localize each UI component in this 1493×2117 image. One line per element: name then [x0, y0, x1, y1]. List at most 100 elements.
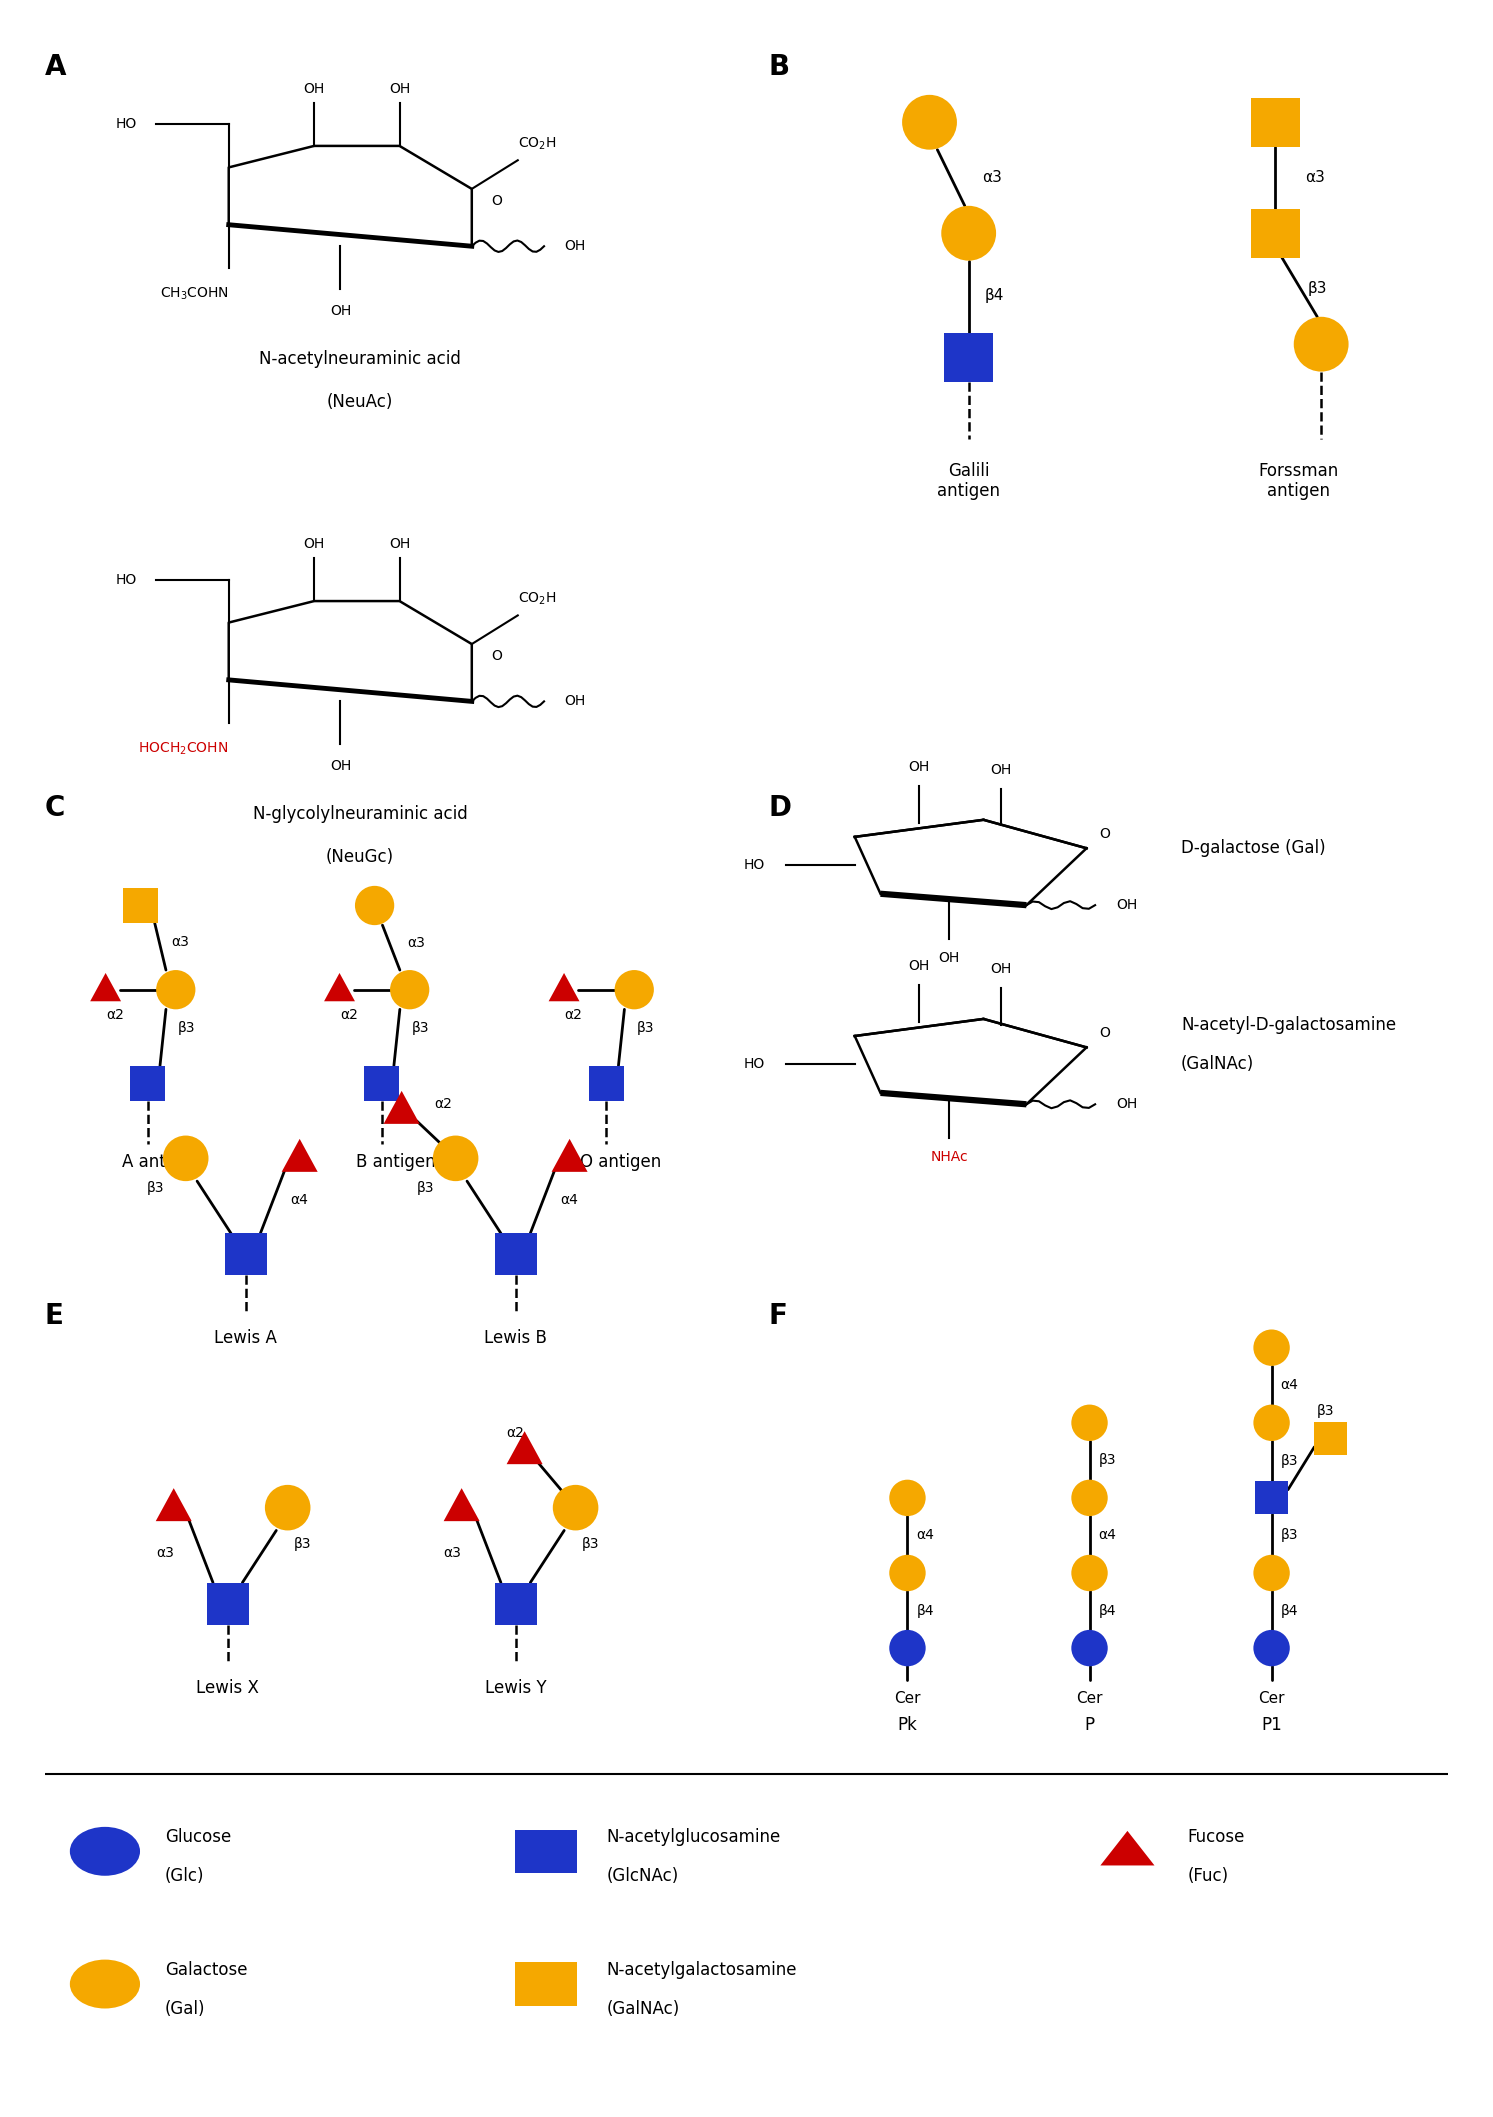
Text: Galactose: Galactose — [166, 1960, 248, 1979]
Text: Cer: Cer — [1076, 1691, 1103, 1706]
Text: C: C — [45, 794, 66, 821]
Polygon shape — [506, 1431, 542, 1465]
Circle shape — [1072, 1480, 1108, 1516]
Text: α4: α4 — [560, 1194, 578, 1207]
Text: α2: α2 — [506, 1425, 524, 1440]
Text: α3: α3 — [982, 169, 1002, 186]
Text: Glucose: Glucose — [166, 1829, 231, 1846]
Text: (GalNAc): (GalNAc) — [606, 1998, 679, 2018]
Text: α3: α3 — [408, 936, 426, 951]
Text: OH: OH — [330, 758, 351, 773]
Circle shape — [390, 970, 430, 1010]
Circle shape — [163, 1135, 209, 1181]
Circle shape — [1072, 1404, 1108, 1442]
Text: β3: β3 — [1281, 1454, 1299, 1469]
Text: NHAc: NHAc — [930, 1150, 967, 1164]
Bar — [206, 1584, 249, 1624]
Text: OH: OH — [1117, 898, 1138, 912]
Text: β3: β3 — [148, 1181, 164, 1196]
Circle shape — [1254, 1329, 1290, 1365]
Bar — [122, 887, 158, 923]
Circle shape — [1072, 1630, 1108, 1666]
Bar — [364, 1065, 399, 1101]
Bar — [1251, 210, 1300, 258]
Polygon shape — [443, 1488, 479, 1522]
Bar — [944, 332, 993, 381]
Text: O antigen: O antigen — [579, 1154, 661, 1171]
Text: Pk: Pk — [897, 1717, 917, 1734]
Text: D-galactose (Gal): D-galactose (Gal) — [1181, 838, 1326, 857]
Circle shape — [941, 205, 996, 260]
Text: E: E — [45, 1302, 64, 1329]
Text: OH: OH — [388, 83, 411, 95]
Text: OH: OH — [990, 762, 1011, 777]
Polygon shape — [155, 1488, 191, 1522]
Text: B: B — [769, 53, 790, 80]
Circle shape — [1294, 318, 1348, 373]
Text: CO$_2$H: CO$_2$H — [518, 135, 557, 152]
Text: O: O — [1099, 1027, 1111, 1039]
Text: D: D — [769, 794, 791, 821]
Text: Lewis Y: Lewis Y — [485, 1679, 546, 1696]
Circle shape — [902, 95, 957, 150]
Circle shape — [552, 1484, 599, 1531]
Bar — [515, 1962, 578, 2005]
Text: HOCH$_2$COHN: HOCH$_2$COHN — [139, 741, 228, 758]
Text: α3: α3 — [155, 1545, 173, 1560]
Text: β3: β3 — [1308, 282, 1327, 296]
Text: CO$_2$H: CO$_2$H — [518, 591, 557, 608]
Text: N-acetylglucosamine: N-acetylglucosamine — [606, 1829, 781, 1846]
Text: β3: β3 — [417, 1181, 434, 1196]
Circle shape — [433, 1135, 478, 1181]
Text: β3: β3 — [582, 1537, 599, 1550]
Text: A antigen: A antigen — [122, 1154, 202, 1171]
Text: β3: β3 — [412, 1020, 430, 1035]
Text: P: P — [1084, 1717, 1094, 1734]
Text: OH: OH — [909, 959, 930, 974]
Text: OH: OH — [1117, 1097, 1138, 1111]
Text: α2: α2 — [434, 1097, 452, 1111]
Polygon shape — [1100, 1831, 1154, 1865]
Text: β4: β4 — [985, 288, 1005, 303]
Text: A: A — [45, 53, 66, 80]
Text: OH: OH — [564, 239, 585, 254]
Text: α2: α2 — [340, 1008, 358, 1023]
Text: β4: β4 — [917, 1603, 935, 1617]
Text: N-acetylgalactosamine: N-acetylgalactosamine — [606, 1960, 797, 1979]
Text: α4: α4 — [1281, 1378, 1299, 1393]
Text: OH: OH — [909, 760, 930, 775]
Text: β4: β4 — [1099, 1603, 1117, 1617]
Text: F: F — [769, 1302, 788, 1329]
Circle shape — [890, 1630, 926, 1666]
Text: Cer: Cer — [1259, 1691, 1285, 1706]
Polygon shape — [282, 1139, 318, 1173]
Text: N-acetyl-D-galactosamine: N-acetyl-D-galactosamine — [1181, 1016, 1396, 1033]
Bar — [130, 1065, 166, 1101]
Text: α4: α4 — [291, 1194, 309, 1207]
Bar — [494, 1234, 536, 1274]
Text: O: O — [1099, 828, 1111, 840]
Bar — [588, 1065, 624, 1101]
Text: HO: HO — [115, 116, 137, 131]
Polygon shape — [548, 974, 579, 1001]
Circle shape — [615, 970, 654, 1010]
Bar — [515, 1829, 578, 1874]
Text: N-glycolylneuraminic acid: N-glycolylneuraminic acid — [252, 804, 467, 824]
Text: β4: β4 — [1281, 1603, 1299, 1617]
Circle shape — [890, 1480, 926, 1516]
Text: α4: α4 — [917, 1528, 935, 1543]
Circle shape — [70, 1827, 140, 1876]
Text: α2: α2 — [106, 1008, 124, 1023]
Text: β3: β3 — [178, 1020, 196, 1035]
Text: β3: β3 — [294, 1537, 311, 1550]
Circle shape — [264, 1484, 311, 1531]
Bar — [1251, 97, 1300, 146]
Text: Lewis A: Lewis A — [215, 1329, 278, 1346]
Text: (NeuGc): (NeuGc) — [325, 849, 394, 866]
Text: Galili
antigen: Galili antigen — [938, 462, 1000, 500]
Text: (Gal): (Gal) — [166, 1998, 206, 2018]
Polygon shape — [324, 974, 355, 1001]
Text: α4: α4 — [1099, 1528, 1117, 1543]
Text: OH: OH — [388, 538, 411, 550]
Text: Forssman
antigen: Forssman antigen — [1259, 462, 1338, 500]
